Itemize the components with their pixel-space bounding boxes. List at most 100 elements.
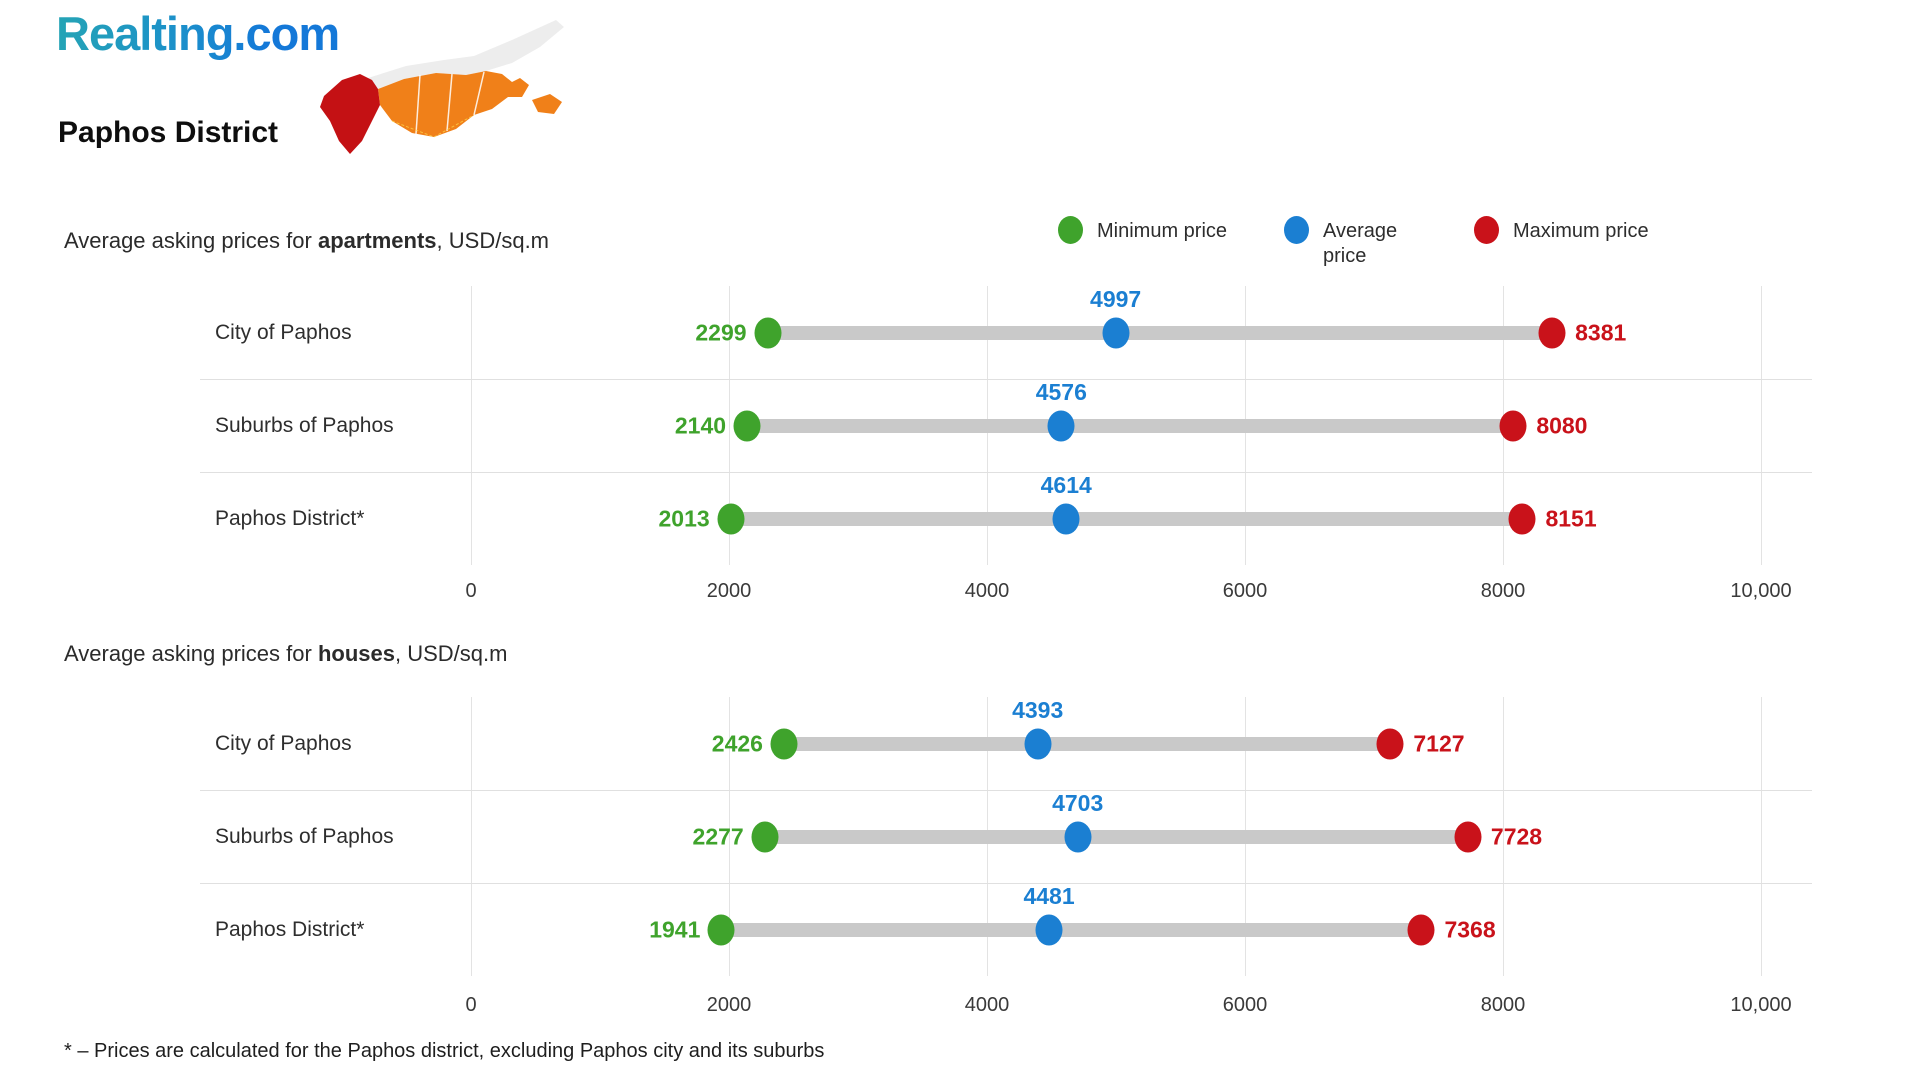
category-label: City of Paphos bbox=[215, 731, 352, 755]
average-price-dot bbox=[1047, 410, 1075, 441]
axis-tick-label: 10,000 bbox=[1730, 580, 1792, 602]
max-price-value: 7127 bbox=[1413, 730, 1465, 756]
min-price-value: 2426 bbox=[711, 730, 763, 756]
page-title: Paphos District bbox=[58, 116, 279, 149]
min-price-value: 2140 bbox=[674, 412, 727, 438]
title-prefix: Average asking prices for bbox=[64, 641, 318, 666]
range-bar bbox=[783, 736, 1391, 751]
title-prefix: Average asking prices for bbox=[64, 228, 318, 253]
max-price-value: 8151 bbox=[1545, 505, 1597, 531]
axis-tick-label: 10,000 bbox=[1730, 994, 1792, 1016]
minimum-price-dot-icon bbox=[1058, 216, 1083, 244]
axis-tick-label: 8000 bbox=[1480, 580, 1526, 602]
axis-tick-label: 0 bbox=[465, 994, 477, 1016]
min-price-dot bbox=[717, 503, 745, 534]
average-price-value: 4393 bbox=[1012, 696, 1064, 723]
title-keyword: apartments bbox=[317, 228, 437, 253]
houses-chart-title: Average asking prices for houses, USD/sq… bbox=[64, 641, 507, 667]
title-suffix: , USD/sq.m bbox=[436, 228, 550, 253]
title-keyword: houses bbox=[317, 641, 395, 666]
min-price-dot bbox=[770, 728, 798, 759]
average-price-dot-icon bbox=[1284, 216, 1309, 244]
map-district-border bbox=[391, 114, 475, 138]
range-bar bbox=[721, 922, 1422, 937]
max-price-dot bbox=[1508, 503, 1536, 534]
category-label: Paphos District* bbox=[215, 506, 365, 530]
min-price-dot bbox=[733, 410, 761, 441]
row-separator bbox=[200, 790, 1812, 791]
average-price-dot bbox=[1035, 914, 1063, 945]
max-price-dot bbox=[1454, 821, 1482, 852]
legend-label: Average price bbox=[1323, 220, 1398, 267]
axis-tick-label: 0 bbox=[465, 580, 477, 602]
max-price-dot bbox=[1407, 914, 1435, 945]
min-price-value: 2013 bbox=[658, 505, 710, 531]
category-label: Suburbs of Paphos bbox=[215, 413, 394, 437]
apartments-plot-area: City of Paphos 2299 4997 8381 Suburbs of Pap… bbox=[0, 286, 1920, 565]
average-price-value: 4997 bbox=[1090, 285, 1142, 312]
apartments-chart-title: Average asking prices for apartments, US… bbox=[64, 228, 549, 254]
legend-label: Maximum price bbox=[1513, 220, 1649, 242]
max-price-dot bbox=[1499, 410, 1527, 441]
legend-label: Minimum price bbox=[1097, 220, 1228, 242]
row-separator bbox=[200, 472, 1812, 473]
apartments-x-axis: 0 2000 4000 6000 8000 10,000 bbox=[0, 578, 1920, 610]
average-price-value: 4614 bbox=[1040, 471, 1092, 498]
title-suffix: , USD/sq.m bbox=[394, 641, 508, 666]
average-price-dot bbox=[1102, 317, 1130, 348]
range-bar bbox=[767, 325, 1553, 340]
min-price-value: 1941 bbox=[649, 916, 701, 942]
axis-tick-label: 8000 bbox=[1480, 994, 1526, 1016]
max-price-value: 8080 bbox=[1536, 412, 1588, 438]
axis-tick-label: 6000 bbox=[1222, 580, 1268, 602]
category-label: City of Paphos bbox=[215, 320, 352, 344]
min-price-value: 2277 bbox=[692, 823, 744, 849]
map-district-border bbox=[415, 74, 421, 135]
legend-item-maximum: Maximum price bbox=[1474, 216, 1649, 269]
cyprus-map bbox=[320, 20, 564, 154]
average-price-dot bbox=[1024, 728, 1052, 759]
legend-item-minimum: Minimum price bbox=[1058, 216, 1284, 269]
gridline bbox=[729, 697, 730, 976]
category-label: Suburbs of Paphos bbox=[215, 824, 394, 848]
row-separator bbox=[200, 883, 1812, 884]
average-price-value: 4703 bbox=[1052, 789, 1104, 816]
map-north-region bbox=[368, 20, 564, 89]
average-price-value: 4576 bbox=[1035, 378, 1087, 405]
maximum-price-dot-icon bbox=[1474, 216, 1499, 244]
gridline bbox=[729, 286, 730, 565]
gridline bbox=[471, 697, 472, 976]
axis-tick-label: 2000 bbox=[706, 580, 752, 602]
min-price-dot bbox=[754, 317, 782, 348]
legend: Minimum price Average price Maximum pric… bbox=[1058, 216, 1649, 269]
map-paphos-highlight bbox=[320, 74, 380, 154]
max-price-value: 7728 bbox=[1490, 823, 1543, 849]
gridline bbox=[471, 286, 472, 565]
range-bar bbox=[730, 511, 1523, 526]
map-districts-region bbox=[378, 71, 529, 137]
realting-logo: Realting.com bbox=[56, 7, 340, 60]
min-price-dot bbox=[751, 821, 779, 852]
max-price-value: 8381 bbox=[1575, 319, 1627, 345]
gridline bbox=[1503, 697, 1504, 976]
gridline bbox=[1761, 286, 1762, 565]
map-district-border bbox=[446, 73, 453, 132]
max-price-dot bbox=[1376, 728, 1404, 759]
average-price-value: 4481 bbox=[1023, 882, 1075, 909]
axis-tick-label: 2000 bbox=[706, 994, 752, 1016]
category-label: Paphos District* bbox=[215, 917, 365, 941]
map-district-border bbox=[473, 71, 485, 116]
min-price-value: 2299 bbox=[695, 319, 747, 345]
axis-tick-label: 4000 bbox=[964, 580, 1010, 602]
row-separator bbox=[200, 379, 1812, 380]
axis-tick-label: 4000 bbox=[964, 994, 1010, 1016]
range-bar bbox=[764, 829, 1468, 844]
max-price-dot bbox=[1538, 317, 1566, 348]
axis-tick-label: 6000 bbox=[1222, 994, 1268, 1016]
houses-plot-area: City of Paphos 2426 4393 7127 Suburbs of Pap… bbox=[0, 697, 1920, 976]
range-bar bbox=[747, 418, 1514, 433]
houses-x-axis: 0 2000 4000 6000 8000 10,000 bbox=[0, 992, 1920, 1024]
footnote: * – Prices are calculated for the Paphos… bbox=[64, 1040, 825, 1062]
average-price-dot bbox=[1064, 821, 1092, 852]
